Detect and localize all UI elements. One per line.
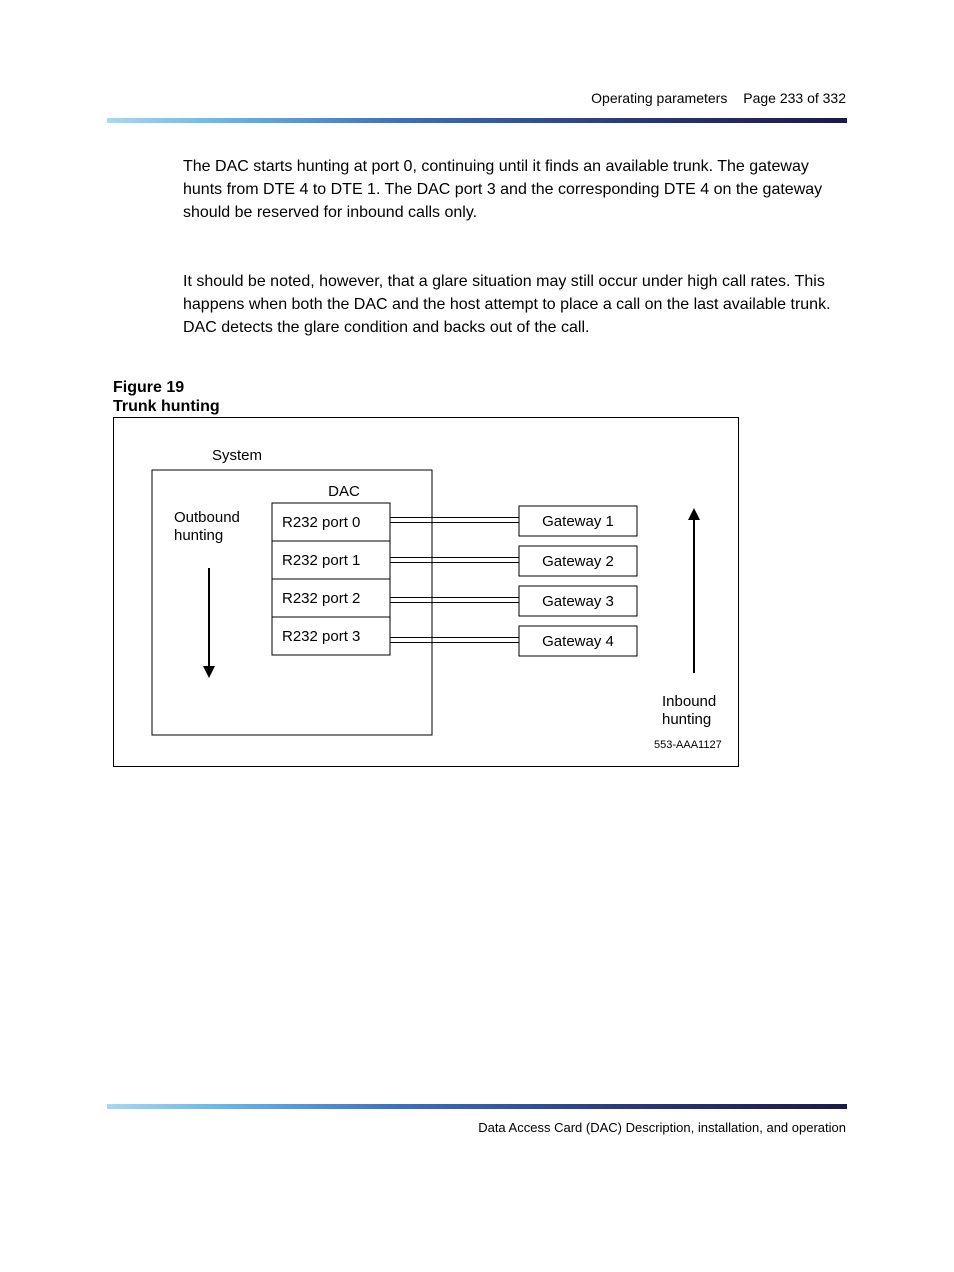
svg-text:hunting: hunting [662,711,711,728]
svg-text:Gateway 3: Gateway 3 [542,593,614,610]
svg-text:Gateway 2: Gateway 2 [542,553,614,570]
svg-text:R232 port 0: R232 port 0 [282,514,360,531]
figure-diagram: SystemDACOutboundhuntingR232 port 0R232 … [113,417,739,767]
svg-text:Outbound: Outbound [174,509,240,526]
footer-gradient-bar [107,1104,847,1109]
svg-text:R232 port 3: R232 port 3 [282,628,360,645]
footer-text: Data Access Card (DAC) Description, inst… [478,1120,846,1135]
svg-text:hunting: hunting [174,527,223,544]
svg-text:Inbound: Inbound [662,693,716,710]
paragraph-1: The DAC starts hunting at port 0, contin… [183,155,843,225]
svg-text:R232 port 2: R232 port 2 [282,590,360,607]
page-header: Operating parameters Page 233 of 332 [591,90,846,106]
svg-text:Gateway 1: Gateway 1 [542,513,614,530]
svg-text:Gateway 4: Gateway 4 [542,633,614,650]
svg-text:System: System [212,447,262,464]
paragraph-2: It should be noted, however, that a glar… [183,270,843,340]
header-gradient-bar [107,118,847,123]
figure-title: Trunk hunting [113,395,220,418]
svg-text:DAC: DAC [328,483,360,500]
diagram-svg: SystemDACOutboundhuntingR232 port 0R232 … [114,418,740,768]
header-topic: Operating parameters [591,90,727,106]
svg-text:553-AAA1127: 553-AAA1127 [654,739,722,751]
header-page-number: Page 233 of 332 [743,90,846,106]
svg-text:R232 port 1: R232 port 1 [282,552,360,569]
